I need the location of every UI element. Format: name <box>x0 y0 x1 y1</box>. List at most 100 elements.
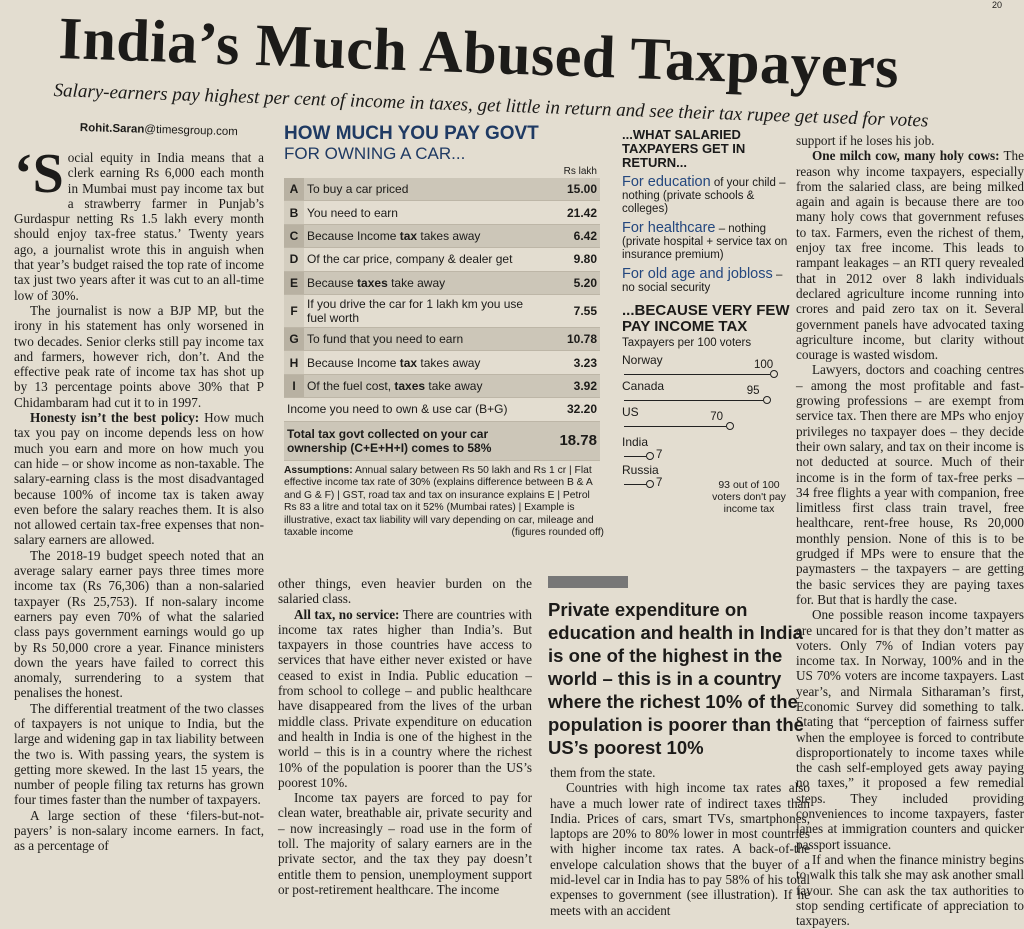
income-needed-value: 32.20 <box>538 397 600 422</box>
paragraph: The journalist is now a BJP MP, but the … <box>14 302 264 410</box>
byline-name: Rohit.Saran <box>79 122 145 136</box>
row-letter: E <box>284 271 304 295</box>
row-value: 6.42 <box>538 224 600 249</box>
row-label: Of the car price, company & dealer get <box>304 247 538 272</box>
row-label: Because Income tax takes away <box>304 224 538 249</box>
row-letter: F <box>284 294 304 328</box>
chart-value-label: 7 <box>656 449 663 461</box>
row-letter: A <box>284 178 304 202</box>
chart-category-us: US <box>622 405 639 419</box>
car-row-h: H Because Income tax takes away 3.23 <box>284 350 600 375</box>
total-tax-label: Total tax govt collected on your car own… <box>284 421 538 461</box>
pull-quote: Private expenditure on education and hea… <box>548 576 810 759</box>
chart-note: 93 out of 100 voters don't pay income ta… <box>712 479 786 515</box>
row-value: 15.00 <box>538 178 600 202</box>
subhead-service: All tax, no service: <box>294 606 400 622</box>
chart-point-canada <box>762 396 771 404</box>
chart-bar-russia <box>624 484 646 485</box>
return-item: For education of your child – nothing (p… <box>622 174 786 215</box>
paragraph: One possible reason income taxpayers are… <box>796 607 1024 852</box>
row-letter: H <box>284 350 304 375</box>
car-tax-table: Rs lakh A To buy a car priced 15.00 B You ne… <box>284 164 600 461</box>
assumptions-note: Assumptions: Annual salary between Rs 50… <box>284 464 604 539</box>
paragraph: The 2018-19 budget speech noted that an … <box>14 547 264 701</box>
paragraph: One milch cow, many holy cows: The reaso… <box>796 148 1024 363</box>
car-box-subtitle: FOR OWNING A CAR... <box>284 144 466 163</box>
chart-category-india: India <box>622 435 649 449</box>
car-row-e: E Because taxes take away 5.20 <box>284 271 600 295</box>
paragraph: A large section of these ‘filers-but-not… <box>14 807 264 854</box>
paragraph: Countries with high income tax rates als… <box>550 780 810 918</box>
paragraph: Honesty isn’t the best policy: How much … <box>14 410 264 548</box>
quote-rule <box>548 576 628 588</box>
paragraph: If and when the finance ministry begins … <box>796 851 1024 929</box>
chart-category-norway: Norway <box>622 353 663 367</box>
subhead-honesty: Honesty isn’t the best policy: <box>30 410 200 426</box>
salaried-return-box: ...WHAT SALARIED TAXPAYERS GET IN RETURN… <box>622 128 790 524</box>
car-row-g: G To fund that you need to earn 10.78 <box>284 327 600 352</box>
chart-value-label: 7 <box>656 477 663 489</box>
row-label: Because taxes take away <box>304 271 538 295</box>
paragraph: other things, even heavier burden on the… <box>278 576 532 607</box>
chart-value-label: 100 <box>754 359 774 371</box>
car-row-c: C Because Income tax takes away 6.42 <box>284 224 600 249</box>
article-column-1: ‘S ocial equity in India means that a cle… <box>14 143 264 854</box>
return-item: For healthcare – nothing (private hospit… <box>622 220 788 261</box>
row-value: 7.55 <box>538 294 600 328</box>
row-label: To fund that you need to earn <box>304 327 538 352</box>
pull-quote-text: Private expenditure on education and hea… <box>548 599 804 758</box>
row-label: You need to earn <box>304 200 538 225</box>
chart-bar-us <box>624 426 727 427</box>
chart-category-canada: Canada <box>622 379 665 393</box>
chart-point-russia <box>646 480 654 488</box>
taxpayers-chart: 93 out of 100 voters don't pay income ta… <box>622 354 790 524</box>
article-column-2: other things, even heavier burden on the… <box>278 576 532 897</box>
row-value: 5.20 <box>538 271 600 295</box>
row-label: Because Income tax takes away <box>304 350 538 375</box>
row-label: To buy a car priced <box>304 178 538 202</box>
subhead-milch: One milch cow, many holy cows: <box>812 148 1000 164</box>
dropcap: ‘S <box>14 143 64 205</box>
row-value: 9.80 <box>538 247 600 272</box>
chart-point-us <box>726 422 735 430</box>
return-item: For old age and jobloss – no social secu… <box>622 266 783 294</box>
paragraph: Lawyers, doctors and coaching centres – … <box>796 362 1024 607</box>
chart-bar-india <box>624 456 646 457</box>
row-value: 3.23 <box>538 350 600 375</box>
chart-point-norway <box>770 370 778 378</box>
car-row-f: F If you drive the car for 1 lakh km you … <box>284 294 600 328</box>
chart-bar-canada <box>624 400 763 401</box>
row-letter: G <box>284 327 304 352</box>
chart-category-russia: Russia <box>622 463 659 477</box>
income-needed-label: Income you need to own & use car (B+G) <box>284 397 538 422</box>
row-letter: D <box>284 247 304 272</box>
salaried-heading: ...WHAT SALARIED TAXPAYERS GET IN RETURN… <box>622 127 746 170</box>
chart-title: Taxpayers per 100 voters <box>622 337 752 349</box>
car-box-title: HOW MUCH YOU PAY GOVT <box>284 123 539 144</box>
intro-paragraph: ‘S ocial equity in India means that a cle… <box>14 143 264 303</box>
car-tax-box: HOW MUCH YOU PAY GOVT FOR OWNING A CAR..… <box>284 124 612 540</box>
byline-email: @timesgroup.com <box>144 123 238 139</box>
chart-value-label: 95 <box>746 385 760 397</box>
paragraph: All tax, no service: There are countries… <box>278 606 532 790</box>
row-letter: C <box>284 224 304 249</box>
chart-point-india <box>646 452 654 460</box>
chart-value-label: 70 <box>710 411 723 423</box>
page-number: 20 <box>992 0 1003 10</box>
row-letter: I <box>284 374 304 399</box>
few-pay-heading: ...BECAUSE VERY FEW PAY INCOME TAX <box>622 302 790 335</box>
paragraph: The differential treatment of the two cl… <box>14 700 264 808</box>
car-row-d: D Of the car price, company & dealer get 9… <box>284 247 600 272</box>
paragraph: support if he loses his job. <box>796 133 935 148</box>
car-row-b: B You need to earn 21.42 <box>284 200 600 225</box>
car-row-i: I Of the fuel cost, taxes take away 3.92 <box>284 374 600 399</box>
chart-bar-norway <box>624 374 770 375</box>
row-value: 10.78 <box>538 327 600 352</box>
row-label: If you drive the car for 1 lakh km you u… <box>304 294 538 328</box>
unit-label: Rs lakh <box>563 165 597 177</box>
car-row-a: A To buy a car priced 15.00 <box>284 178 600 202</box>
row-value: 3.92 <box>538 374 600 399</box>
row-label: Of the fuel cost, taxes take away <box>304 374 538 399</box>
row-letter: B <box>284 200 304 225</box>
